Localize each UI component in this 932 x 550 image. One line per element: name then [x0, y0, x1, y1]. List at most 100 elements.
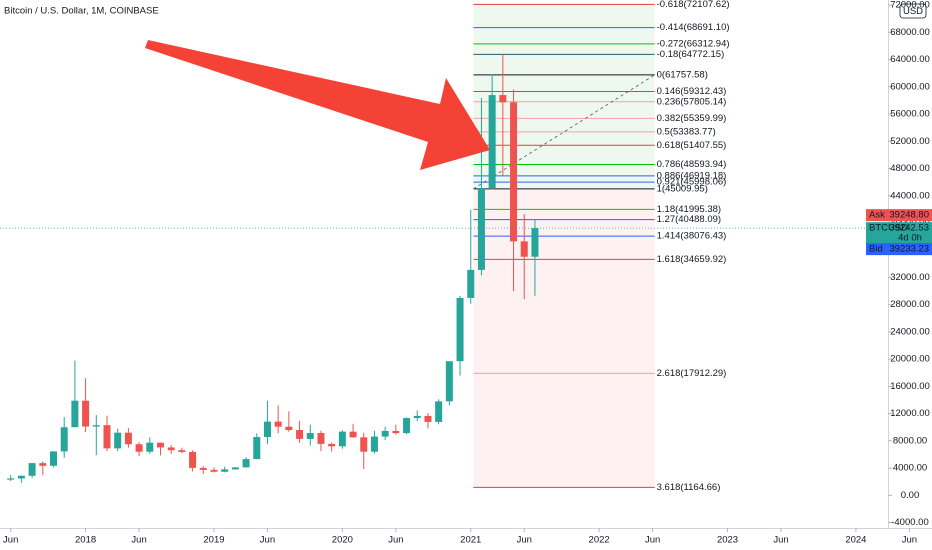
x-tick-label: Jun [131, 535, 146, 546]
candle-body [60, 427, 68, 452]
candle-body [114, 432, 122, 449]
x-tick-label: Jun [517, 535, 532, 546]
candle-body [510, 102, 518, 242]
candle-body [39, 463, 47, 466]
x-tick-label: 2022 [589, 535, 610, 546]
fib-level-label: 0.886(46919.18) [657, 170, 727, 181]
x-tick-label: Jun [773, 535, 788, 546]
fib-level-label: 0.921(45998.06) [657, 177, 727, 188]
y-tick-label: 44000.00 [890, 190, 930, 201]
y-tick-label: 28000.00 [890, 299, 930, 310]
x-tick-label: 2018 [75, 535, 96, 546]
candle-body [156, 442, 164, 448]
fib-level-label: 1.18(41995.38) [657, 204, 721, 215]
candle-body [253, 437, 261, 460]
y-tick-label: 24000.00 [890, 326, 930, 337]
fib-level-label: 0.5(53383.77) [657, 126, 716, 137]
currency-label: USD [903, 6, 923, 17]
price-tag-name: BTCUSD [869, 223, 908, 234]
candle-body [82, 400, 90, 427]
fib-level-label: 0.382(55359.99) [657, 113, 727, 124]
price-tag [866, 243, 932, 256]
fib-level-label: 1(45009.95) [657, 183, 708, 194]
y-tick-label: 56000.00 [890, 109, 930, 120]
candle-body [28, 463, 36, 476]
candle-body [231, 467, 239, 470]
candle-body [349, 431, 357, 438]
price-tag-value: 39242.53 [889, 223, 929, 234]
candle-body [135, 444, 143, 452]
price-tag-name: Bid [869, 244, 883, 255]
fib-level-label: -0.272(66312.94) [657, 38, 730, 49]
candle-body [306, 433, 314, 439]
annotation-arrow [145, 40, 490, 170]
countdown: 4d 0h [898, 233, 922, 244]
candle-body [7, 478, 15, 480]
fib-level-label: 0.236(57805.14) [657, 96, 727, 107]
price-tag-name: Ask [869, 210, 885, 221]
candle-body [178, 450, 186, 452]
candle-body [328, 443, 336, 447]
x-tick-label: 2021 [460, 535, 481, 546]
candle-body [71, 400, 79, 428]
candle-body [413, 415, 421, 419]
candle-body [296, 430, 304, 439]
candle-body [124, 432, 132, 445]
price-tag-value: 39233.23 [889, 244, 929, 255]
candle-body [103, 425, 111, 449]
candle-body [424, 415, 432, 422]
fib-level-label: -0.414(68691.10) [657, 22, 730, 33]
price-tag [866, 209, 932, 222]
y-tick-label: 4000.00 [893, 463, 927, 474]
x-tick-label: Jun [388, 535, 403, 546]
price-tag [866, 222, 932, 245]
fib-level-label: 0.786(48593.94) [657, 159, 727, 170]
candle-body [360, 437, 368, 452]
y-tick-label: 0.00 [901, 490, 920, 501]
candle-body [17, 475, 25, 479]
fib-level-label: 1.618(34659.92) [657, 254, 727, 265]
candle-body [499, 95, 507, 103]
fib-level-label: 3.618(1164.66) [657, 482, 721, 493]
candle-body [392, 430, 400, 434]
candle-body [242, 459, 250, 468]
candle-body [488, 95, 496, 188]
y-tick-label: -4000.00 [891, 517, 929, 528]
candle-body [167, 447, 175, 451]
candle-body [445, 361, 453, 402]
candle-body [49, 451, 57, 466]
x-tick-label: Jun [260, 535, 275, 546]
candle-body [92, 425, 100, 427]
fib-level-label: 0.618(51407.55) [657, 140, 727, 151]
y-tick-label: 8000.00 [893, 435, 927, 446]
candle-body [381, 430, 389, 437]
fib-level-label: 0.146(59312.43) [657, 86, 727, 97]
fib-level-label: 2.618(17912.29) [657, 368, 727, 379]
candle-body [435, 401, 443, 422]
y-tick-label: 12000.00 [890, 408, 930, 419]
candle-body [274, 421, 282, 427]
x-tick-label: 2020 [332, 535, 353, 546]
candle-body [467, 269, 475, 298]
y-tick-label: 60000.00 [890, 81, 930, 92]
candle-body [199, 467, 207, 470]
y-tick-label: 48000.00 [890, 163, 930, 174]
plot: -0.618(72107.62) -0.414(68691.10) -0.272(6… [0, 0, 888, 493]
candle-body [285, 426, 293, 431]
x-tick-label: Jun [645, 535, 660, 546]
x-tick-label: Jun [3, 535, 18, 546]
y-tick-label: 64000.00 [890, 54, 930, 65]
candle-body [317, 433, 325, 444]
candle-body [221, 469, 229, 472]
currency-badge[interactable] [899, 3, 927, 19]
candle-body [403, 418, 411, 434]
x-tick-label: Jun [902, 535, 917, 546]
price-tag-value: 39248.80 [889, 210, 929, 221]
candle-body [263, 421, 271, 438]
x-tick-label: 2024 [845, 535, 866, 546]
fib-level-label: 1.27(40488.09) [657, 214, 721, 225]
y-tick-label: 32000.00 [890, 272, 930, 283]
candle-body [146, 442, 154, 452]
y-tick-label: 72000.00 [890, 0, 930, 11]
